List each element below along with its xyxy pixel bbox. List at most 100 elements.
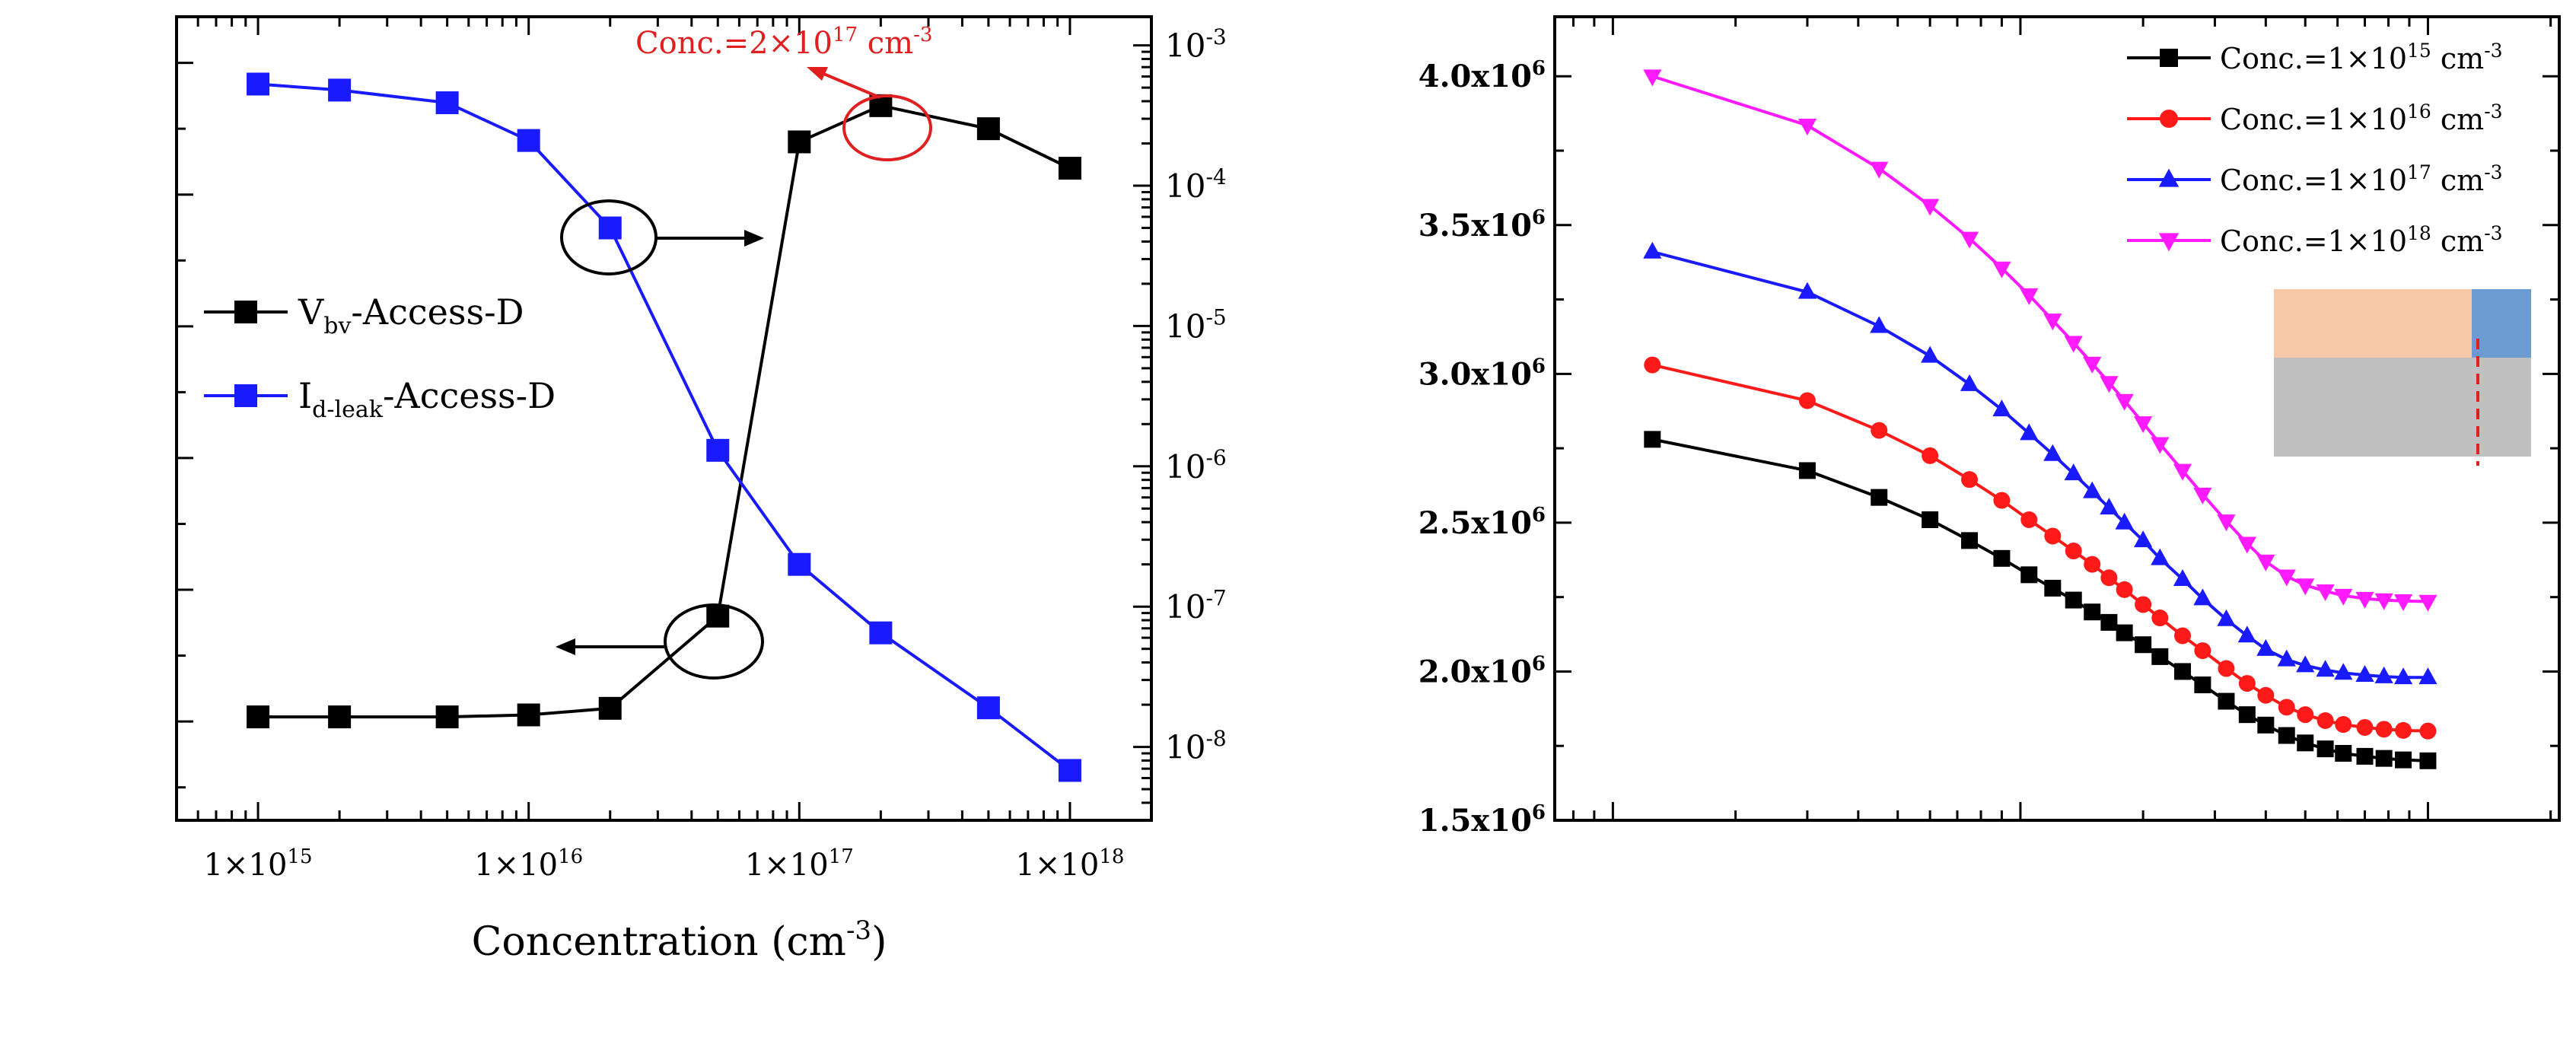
data-point (1921, 345, 1940, 363)
data-point (1058, 759, 1081, 782)
data-point (2297, 734, 2314, 752)
data-point (2418, 667, 2437, 685)
data-point (247, 72, 270, 96)
data-point (2335, 716, 2352, 734)
data-point (2135, 636, 2152, 654)
series-conc-2 (1643, 241, 2437, 685)
y-tick-label: 2.5x106 (1419, 504, 1546, 541)
legend-marker (234, 384, 257, 407)
plot-frame (175, 15, 1153, 822)
legend: Conc.=1×1015 cm-3 Conc.=1×1016 cm-3 Conc.=… (2127, 40, 2503, 258)
y-tick-label: 2.0x106 (1419, 652, 1546, 689)
data-point (2020, 511, 2038, 528)
data-point (2374, 666, 2393, 683)
highlight-circle-peak (842, 94, 932, 161)
data-point (2174, 663, 2192, 680)
data-point (2115, 512, 2134, 530)
data-point (2217, 609, 2236, 626)
data-point (2316, 584, 2335, 602)
data-point (517, 703, 540, 727)
panel-a: 1×1015 1×1016 1×1017 1×1018 10-8 10-7 10-6 10-5… (175, 15, 1227, 965)
drain-contact (2472, 289, 2531, 358)
data-point (247, 705, 270, 729)
data-point (2393, 594, 2413, 611)
series-conc-0 (1644, 431, 2437, 769)
data-point (2100, 569, 2118, 587)
x-tick-label: 1×1015 (204, 845, 313, 883)
data-point (2356, 718, 2374, 736)
data-point (2043, 444, 2062, 461)
data-point (598, 216, 622, 240)
data-point (2257, 716, 2275, 734)
data-point (1643, 69, 1662, 87)
data-point (2238, 675, 2256, 692)
legend-label: Conc.=1×1015 cm-3 (2220, 40, 2503, 75)
data-point (2151, 610, 2169, 627)
data-point (2297, 706, 2314, 724)
data-point (2277, 569, 2296, 587)
data-point (598, 696, 622, 720)
arrow-right-head (744, 230, 764, 247)
y2-tick-label: 10-3 (1165, 24, 1227, 65)
annotation-marks (556, 67, 932, 680)
data-point (1058, 157, 1081, 180)
data-point (788, 130, 811, 154)
data-point (2334, 663, 2353, 680)
data-point (2116, 581, 2133, 598)
plot-frame (1553, 15, 2561, 822)
legend-label: Conc.=1×1016 cm-3 (2220, 100, 2503, 136)
data-point (2278, 699, 2295, 716)
legend-marker (2158, 233, 2180, 252)
data-point (2194, 676, 2211, 694)
data-point (2316, 711, 2334, 729)
data-point (2174, 627, 2192, 645)
data-point (2084, 555, 2101, 573)
data-point (2115, 393, 2134, 411)
legend: Vbv-Access-D Id-leak-Access-D (204, 291, 556, 423)
data-point (2296, 655, 2315, 673)
series-conc-1 (1644, 356, 2437, 740)
data-point (1797, 282, 1817, 299)
data-point (2277, 649, 2296, 667)
data-point (1960, 374, 1979, 391)
data-point (2355, 591, 2374, 609)
data-point (2237, 536, 2256, 554)
data-point (1922, 447, 1939, 464)
data-point (2020, 423, 2039, 441)
data-point (2084, 603, 2101, 621)
data-point (1993, 549, 2011, 567)
data-point (2044, 527, 2062, 545)
data-point (2374, 593, 2393, 610)
peak-concentration-note: Conc.=2×1017 cm-3 (635, 24, 932, 61)
data-point (1798, 462, 1816, 479)
data-point (2135, 596, 2152, 613)
data-point (2296, 578, 2315, 596)
data-point (1644, 431, 1661, 448)
data-point (517, 129, 540, 152)
highlight-circle-vbv (664, 603, 764, 680)
data-point (2418, 594, 2437, 612)
data-point (1798, 392, 1816, 409)
arrow-left-head (556, 638, 575, 655)
y2-tick-label: 10-8 (1165, 726, 1227, 766)
data-point (1961, 471, 1979, 489)
legend-label: Conc.=1×1017 cm-3 (2220, 161, 2503, 197)
data-point (2194, 642, 2211, 660)
x-axis-title: Concentration (cm-3) (472, 915, 887, 965)
y2-tick-label: 10-6 (1165, 445, 1227, 485)
data-point (2083, 356, 2102, 374)
data-point (2218, 660, 2235, 677)
data-point (2065, 543, 2082, 560)
series-conc-3 (1643, 69, 2437, 612)
data-point (2419, 752, 2437, 769)
legend-marker (2158, 168, 2180, 187)
data-point (2335, 745, 2352, 762)
data-point (1871, 422, 1888, 439)
data-point (2375, 721, 2393, 738)
data-point (1922, 511, 1939, 528)
data-point (788, 552, 811, 576)
x-tick-label: 1×1016 (474, 845, 583, 883)
data-point (2237, 625, 2256, 643)
data-point (2100, 613, 2118, 631)
